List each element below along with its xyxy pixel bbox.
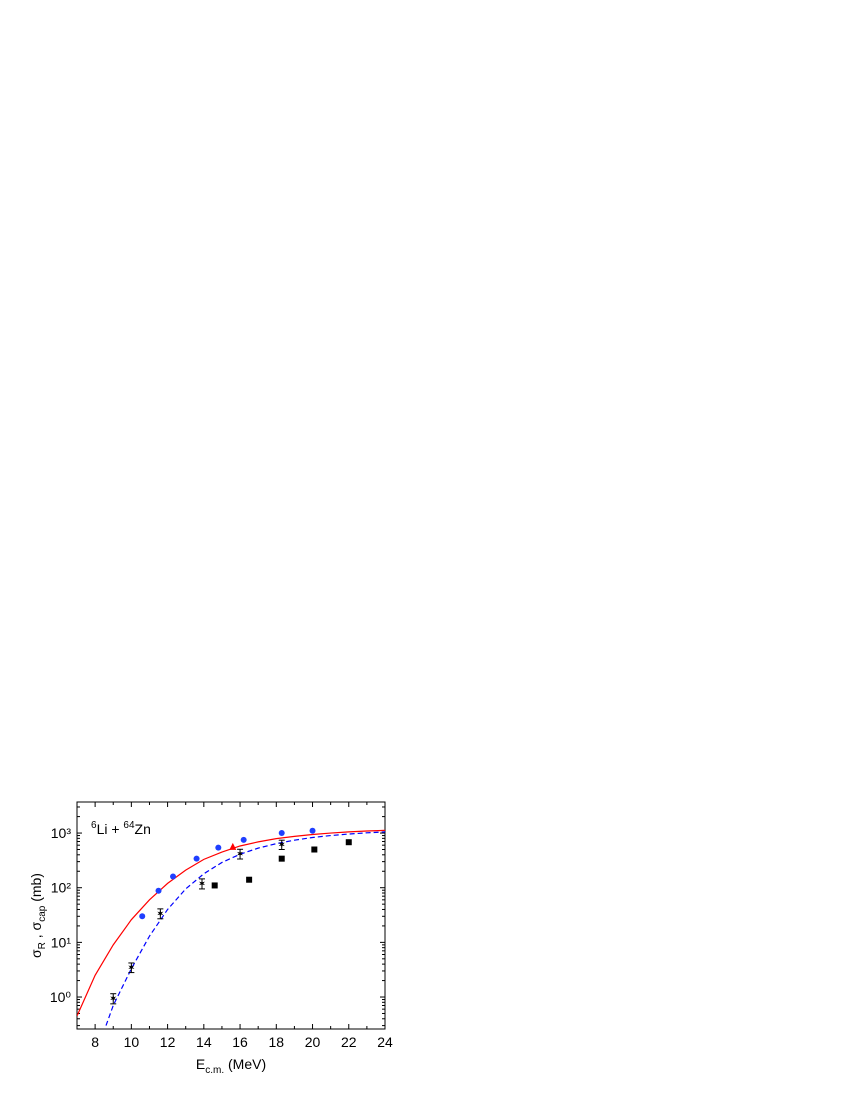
data-point — [311, 846, 318, 853]
data-point — [193, 855, 200, 862]
x-tick-label: 22 — [341, 1034, 357, 1050]
data-point — [246, 876, 253, 883]
y-tick-label: 10³ — [51, 825, 72, 841]
plot-frame — [76, 801, 386, 1030]
y-axis-label-part: cap — [37, 905, 48, 922]
data-point — [278, 855, 285, 862]
data-point — [215, 844, 222, 851]
x-tick-label: 10 — [124, 1034, 140, 1050]
y-axis-label-part: σ — [28, 949, 44, 958]
data-point — [170, 873, 177, 880]
data-point — [211, 882, 218, 889]
data-point — [237, 850, 244, 858]
x-tick-label: 12 — [160, 1034, 176, 1050]
x-tick-label: 8 — [91, 1034, 99, 1050]
x-tick-label: 24 — [377, 1034, 393, 1050]
data-point — [278, 840, 285, 848]
y-tick-label: 10⁰ — [50, 989, 72, 1005]
annotation-part: Li + — [97, 821, 124, 837]
data-point — [128, 963, 135, 971]
data-point — [110, 994, 117, 1002]
annotation-part: Zn — [135, 821, 151, 837]
data-point — [240, 836, 247, 843]
x-axis-label: Ec.m. (MeV) — [196, 1056, 266, 1076]
data-point — [157, 909, 164, 917]
y-axis-label-part: (mb) — [28, 873, 44, 906]
data-point — [229, 842, 237, 850]
y-axis-label-part: , σ — [28, 921, 44, 942]
x-tick-label: 16 — [232, 1034, 248, 1050]
data-point — [309, 827, 316, 834]
x-tick-label: 14 — [196, 1034, 212, 1050]
annotation: 6Li + 64Zn — [91, 820, 151, 837]
curve — [105, 831, 385, 1026]
x-axis-label-part: c.m. — [205, 1065, 224, 1076]
x-tick-label: 18 — [269, 1034, 285, 1050]
x-tick-label: 20 — [305, 1034, 321, 1050]
data-point — [198, 879, 206, 887]
y-tick-label: 10¹ — [51, 934, 72, 950]
annotation-part: 6 — [91, 820, 97, 831]
annotation-part: 64 — [123, 820, 135, 831]
y-tick-label: 10² — [51, 880, 72, 896]
y-axis-label-part: R — [37, 942, 48, 949]
plot-area — [77, 827, 385, 1026]
data-point — [139, 913, 146, 920]
curve — [77, 829, 385, 1017]
x-axis-label-part: (MeV) — [224, 1056, 266, 1072]
data-point — [278, 830, 285, 837]
data-point — [155, 887, 162, 894]
data-point — [345, 839, 352, 846]
y-axis-label: σR , σcap (mb) — [28, 873, 48, 958]
x-axis-label-part: E — [196, 1056, 205, 1072]
